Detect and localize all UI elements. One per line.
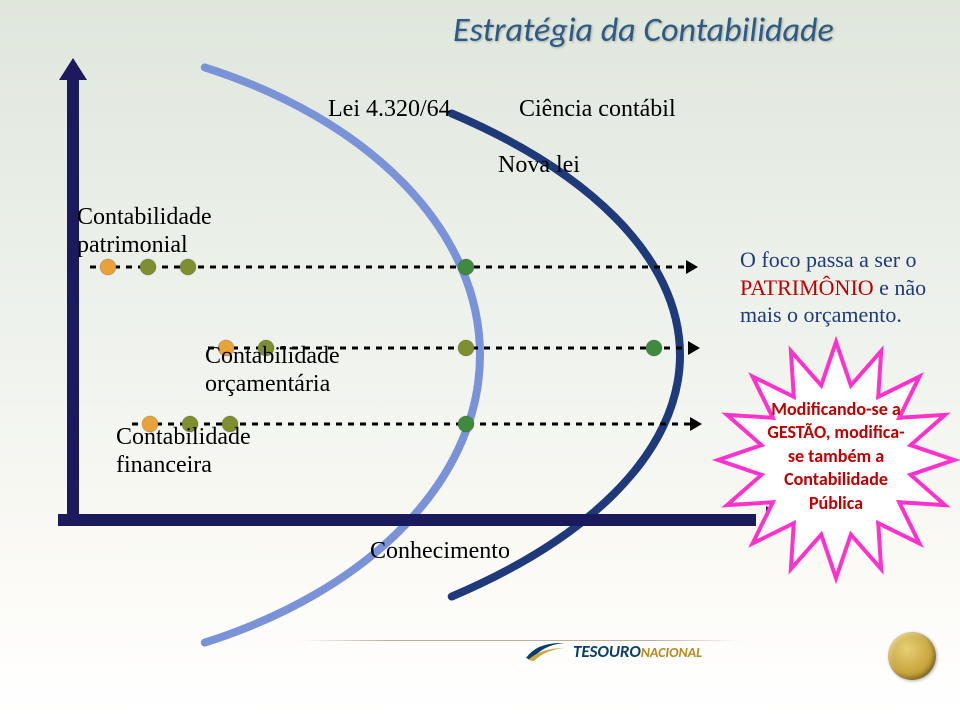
- tesouro-logo-sub: NACIONAL: [641, 644, 702, 661]
- starburst-l2: GESTÃO, modifica-: [744, 421, 928, 444]
- starburst-l5: Pública: [744, 492, 928, 515]
- label-financeira: Contabilidade financeira: [116, 424, 251, 479]
- starburst-l1: Modificando-se a: [744, 398, 928, 421]
- strategy-diagram: [0, 0, 960, 716]
- slide-title: Estratégia da Contabilidade: [453, 10, 834, 51]
- focus-callout-l2: PATRIMÔNIO e não: [740, 274, 926, 302]
- label-patrimonial: Contabilidade patrimonial: [77, 204, 212, 259]
- tesouro-logo-main: TESOURO: [573, 641, 641, 662]
- focus-callout: O foco passa a ser o PATRIMÔNIO e não ma…: [740, 246, 926, 329]
- label-orcamentaria-l1: Contabilidade: [205, 343, 340, 369]
- tesouro-logo-text: TESOURONACIONAL: [573, 641, 702, 662]
- label-orcamentaria: Contabilidade orçamentária: [205, 343, 340, 398]
- label-patrimonial-l1: Contabilidade: [77, 204, 212, 230]
- tesouro-logo: TESOURONACIONAL: [525, 640, 702, 662]
- starburst-text: Modificando-se a GESTÃO, modifica- se ta…: [744, 398, 928, 515]
- swoosh-icon: [525, 640, 565, 662]
- label-financeira-l1: Contabilidade: [116, 424, 251, 450]
- focus-callout-accent: PATRIMÔNIO: [740, 275, 879, 300]
- starburst-l3: se também a: [744, 445, 928, 468]
- label-ciencia: Ciência contábil: [519, 96, 676, 123]
- cfc-seal-icon: [888, 632, 936, 680]
- label-orcamentaria-l2: orçamentária: [205, 371, 330, 397]
- starburst-l4: Contabilidade: [744, 468, 928, 491]
- label-nova-lei: Nova lei: [498, 152, 580, 179]
- focus-callout-l2rest: e não: [879, 275, 926, 300]
- focus-callout-l3: mais o orçamento.: [740, 301, 926, 329]
- focus-callout-l1: O foco passa a ser o: [740, 246, 926, 274]
- label-conhecimento: Conhecimento: [370, 538, 510, 565]
- label-lei: Lei 4.320/64: [328, 96, 451, 123]
- label-financeira-l2: financeira: [116, 452, 212, 478]
- label-patrimonial-l2: patrimonial: [77, 232, 188, 258]
